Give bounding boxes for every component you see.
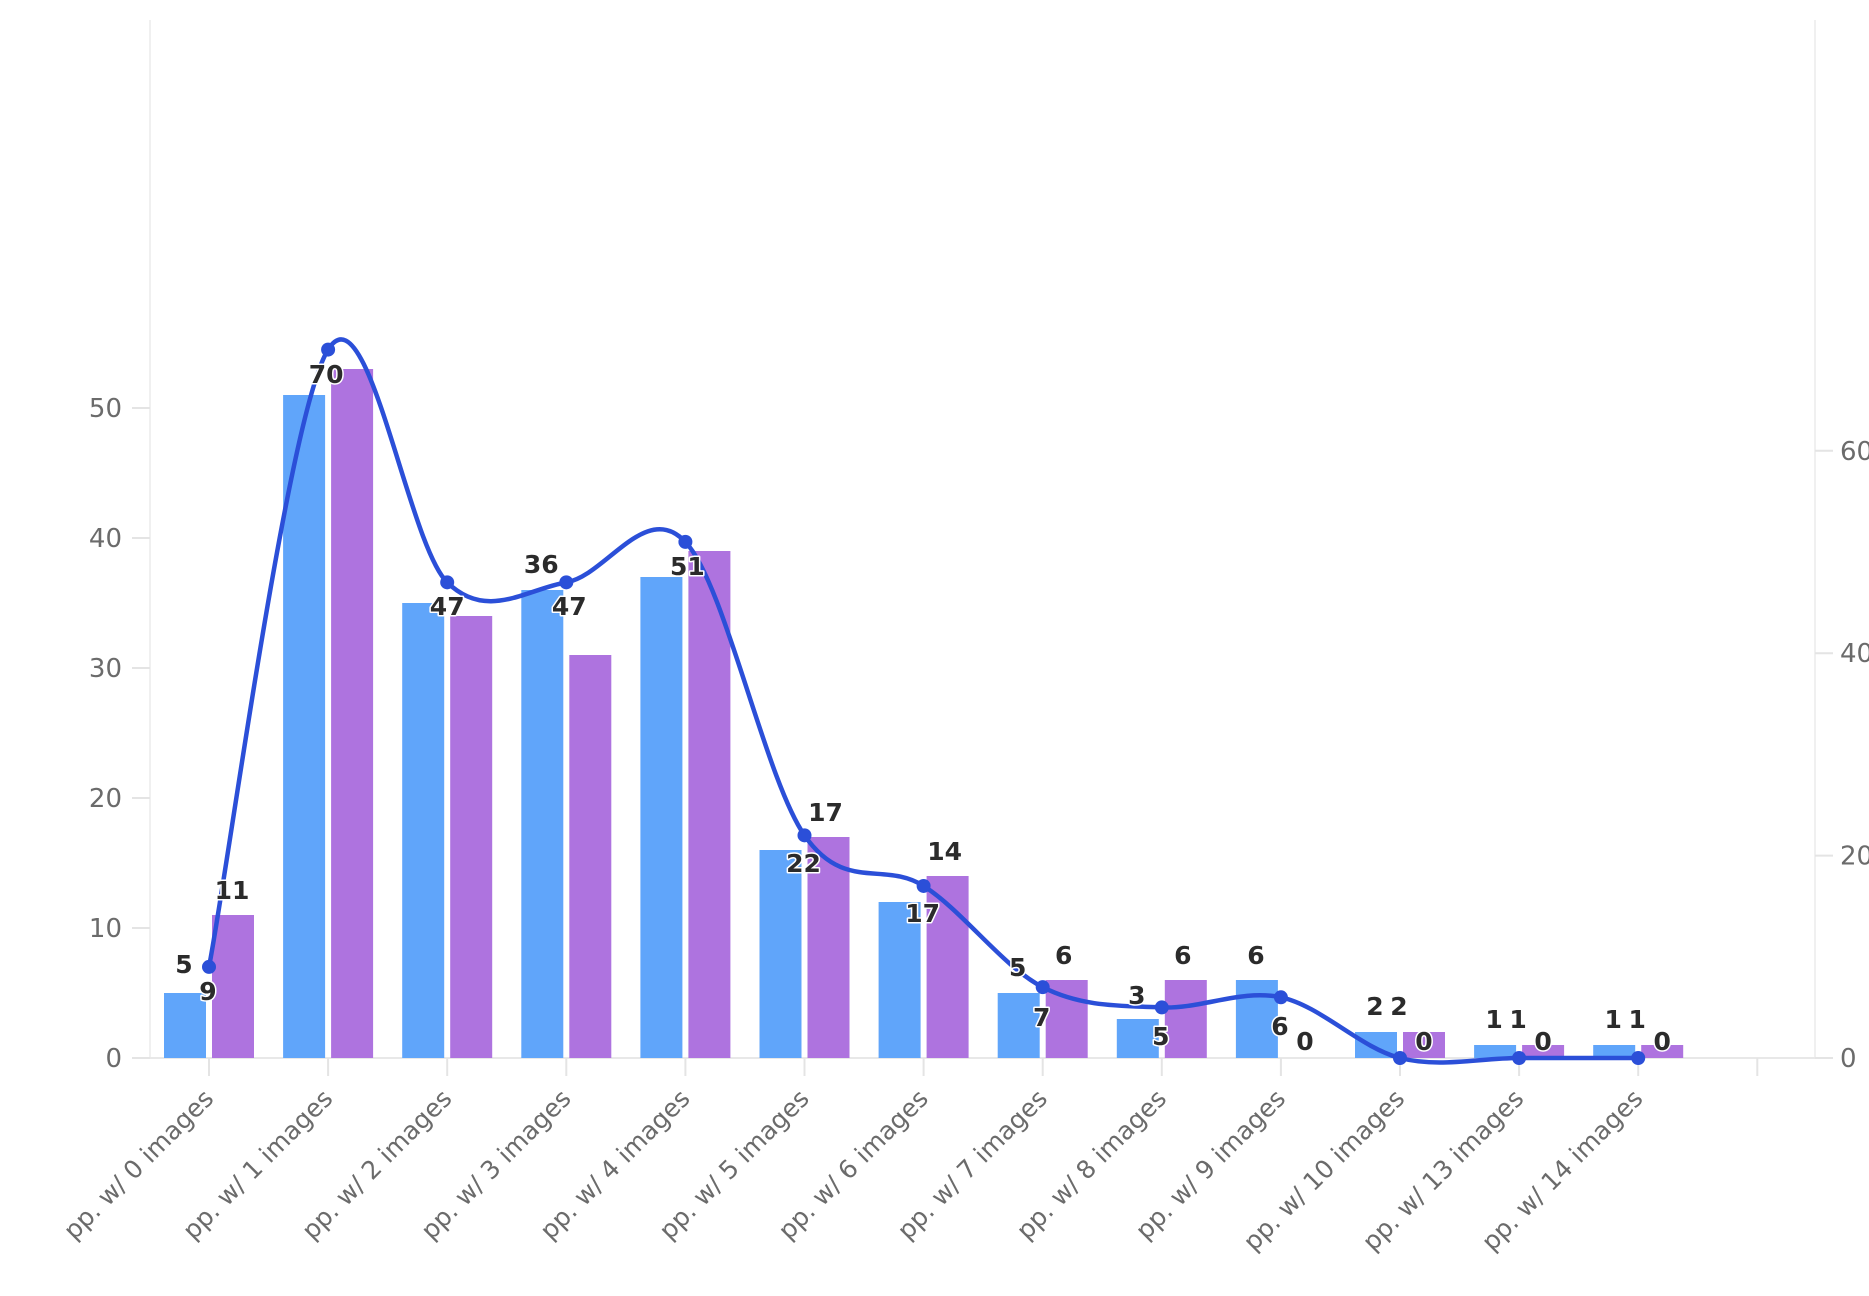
bar-series-2 [1164, 980, 1207, 1058]
bar-series-1 [521, 590, 564, 1058]
bar-series-1 [759, 850, 802, 1058]
data-label: 51 [670, 552, 705, 581]
data-label: 0 [1296, 1027, 1313, 1056]
data-label: 22 [786, 849, 821, 878]
data-label: 70 [309, 360, 344, 389]
line-point [1393, 1051, 1407, 1065]
bar-series-2 [331, 369, 374, 1058]
data-label: 1 [1485, 1005, 1502, 1034]
data-label: 1 [1604, 1005, 1621, 1034]
line-point [1154, 1000, 1169, 1015]
bar-series-1 [1593, 1045, 1636, 1058]
data-label: 47 [430, 592, 465, 621]
data-label: 47 [552, 592, 587, 621]
data-label: 2 [1366, 992, 1383, 1021]
line-point [1512, 1051, 1527, 1065]
data-label: 9 [199, 977, 216, 1006]
data-label: 14 [927, 837, 962, 866]
data-label: 5 [175, 950, 192, 979]
bar-series-1 [1235, 980, 1278, 1058]
right-axis-tick-label: 20 [1840, 842, 1869, 872]
right-axis-tick-label: 40 [1840, 639, 1869, 669]
bar-series-2 [1522, 1045, 1565, 1058]
data-label: 6 [1247, 941, 1264, 970]
data-label: 7 [1033, 1003, 1050, 1032]
left-axis-tick-label: 30 [89, 654, 122, 684]
bar-series-1 [402, 603, 445, 1058]
line-point [678, 534, 693, 549]
bar-series-1 [640, 577, 683, 1058]
data-label: 0 [1415, 1027, 1432, 1056]
bar-series-2 [569, 655, 612, 1058]
left-axis-tick-label: 0 [105, 1044, 122, 1074]
data-label: 2 [1390, 992, 1407, 1021]
bars [164, 369, 1684, 1058]
line-point [440, 575, 455, 590]
line-point [1035, 980, 1050, 995]
bar-series-1 [164, 993, 206, 1058]
left-axis-tick-label: 40 [89, 524, 122, 554]
bar-series-2 [212, 915, 254, 1058]
data-label: 6 [1055, 941, 1072, 970]
data-label: 3 [1128, 981, 1145, 1010]
line-point [1273, 990, 1288, 1005]
bar-series-2 [807, 837, 850, 1058]
data-label: 0 [1534, 1027, 1551, 1056]
x-axis-ticks [208, 1058, 1759, 1076]
data-label: 6 [1271, 1012, 1288, 1041]
data-label: 17 [905, 899, 940, 928]
data-label: 0 [1653, 1027, 1670, 1056]
data-label: 17 [808, 798, 843, 827]
right-axis-tick-label: 60 [1840, 437, 1869, 467]
bar-series-1 [1116, 1019, 1159, 1058]
line-point [1631, 1051, 1646, 1065]
bar-series-2 [450, 616, 493, 1058]
line-series [202, 337, 1646, 1065]
data-label: 1 [1509, 1005, 1526, 1034]
data-label: 6 [1174, 941, 1191, 970]
line-point [202, 959, 216, 974]
bar-series-1 [878, 902, 921, 1058]
line-point [321, 342, 336, 357]
left-axis-tick-label: 20 [89, 784, 122, 814]
right-axis-tick-labels: 0 20 40 60 [1815, 437, 1869, 1074]
bar-series-1 [283, 395, 326, 1058]
line-point [797, 828, 812, 843]
left-axis-tick-label: 50 [89, 394, 122, 424]
line-point [916, 878, 931, 893]
data-label: 1 [1628, 1005, 1645, 1034]
bar-series-1 [997, 993, 1040, 1058]
right-axis-tick-label: 0 [1840, 1044, 1857, 1074]
bar-series-1 [1474, 1045, 1517, 1058]
bar-series-2 [688, 551, 731, 1058]
data-label: 5 [1009, 953, 1026, 982]
data-label: 11 [215, 876, 250, 905]
data-label: 36 [524, 550, 559, 579]
line-point [559, 575, 574, 590]
left-axis-tick-labels: 0 10 20 30 40 50 [89, 394, 150, 1074]
bar-series-2 [1641, 1045, 1684, 1058]
left-axis-tick-label: 10 [89, 914, 122, 944]
bar-series-2 [1403, 1032, 1445, 1058]
data-label: 5 [1152, 1022, 1169, 1051]
